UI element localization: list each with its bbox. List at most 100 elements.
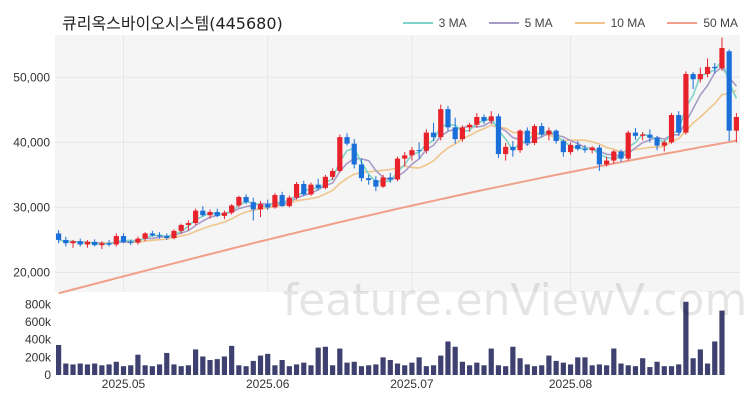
volume-bar bbox=[488, 348, 494, 375]
volume-bar bbox=[668, 366, 675, 375]
candle-body bbox=[164, 236, 170, 238]
volume-bar bbox=[459, 361, 465, 375]
date-tick-label: 2025.08 bbox=[549, 377, 593, 391]
candle-body bbox=[719, 48, 725, 69]
candle-body bbox=[207, 211, 213, 216]
volume-bar bbox=[676, 364, 682, 375]
legend: 3 MA 5 MA 10 MA 50 MA bbox=[402, 16, 738, 30]
volume-bar bbox=[553, 360, 559, 375]
candle-body bbox=[632, 132, 639, 136]
volume-bar bbox=[394, 363, 401, 375]
candle-body bbox=[373, 180, 379, 187]
candle-body bbox=[611, 151, 617, 161]
volume-bar bbox=[661, 366, 667, 375]
candle-body bbox=[676, 115, 682, 133]
volume-bar bbox=[351, 361, 357, 375]
candle-body bbox=[193, 210, 199, 224]
volume-bar bbox=[539, 365, 545, 375]
candle-body bbox=[647, 134, 653, 138]
candle-body bbox=[387, 177, 393, 180]
candle-body bbox=[654, 137, 660, 146]
volume-bar bbox=[647, 367, 653, 375]
volume-bar bbox=[524, 364, 530, 375]
volume-bar bbox=[149, 366, 155, 375]
date-tick-label: 2025.06 bbox=[246, 377, 290, 391]
volume-bar bbox=[293, 364, 300, 375]
candle-body bbox=[430, 132, 437, 138]
candle-body bbox=[553, 130, 559, 142]
volume-bar bbox=[330, 365, 336, 375]
candle-body bbox=[185, 223, 191, 225]
candle-body bbox=[690, 74, 696, 80]
candle-body bbox=[380, 177, 386, 187]
volume-bar bbox=[589, 365, 595, 375]
volume-bar bbox=[84, 364, 91, 375]
volume-bar bbox=[474, 362, 480, 375]
candle-body bbox=[560, 141, 566, 153]
volume-tick-label: 200k bbox=[25, 350, 52, 364]
candle-body bbox=[510, 146, 516, 151]
candle-body bbox=[409, 150, 415, 156]
volume-bar bbox=[640, 358, 646, 375]
candle-body bbox=[704, 66, 711, 75]
volume-bar bbox=[517, 358, 523, 375]
candle-body bbox=[236, 197, 242, 206]
candle-body bbox=[84, 241, 91, 245]
legend-label: 3 MA bbox=[438, 16, 467, 30]
candle-body bbox=[301, 183, 307, 195]
candle-body bbox=[625, 132, 631, 159]
volume-bar bbox=[582, 357, 588, 375]
candle-body bbox=[445, 109, 451, 128]
volume-bar bbox=[322, 346, 328, 375]
candle-body bbox=[315, 184, 321, 188]
candle-body bbox=[531, 126, 538, 144]
volume-bar bbox=[503, 366, 509, 375]
candle-body bbox=[63, 239, 69, 244]
legend-swatch bbox=[667, 22, 698, 24]
candle-body bbox=[106, 243, 112, 245]
candle-body bbox=[279, 195, 285, 207]
volume-bar bbox=[178, 366, 184, 375]
volume-bar bbox=[380, 357, 386, 375]
volume-bar bbox=[63, 363, 69, 375]
volume-bar bbox=[567, 364, 574, 375]
candle-body bbox=[575, 144, 581, 149]
candle-body bbox=[567, 144, 574, 153]
volume-bar bbox=[430, 365, 437, 375]
volume-bar bbox=[423, 366, 429, 375]
candle-body bbox=[77, 241, 83, 245]
volume-bar bbox=[207, 360, 213, 375]
volume-bar bbox=[286, 366, 292, 375]
volume-bar bbox=[221, 356, 228, 375]
candle-body bbox=[286, 197, 292, 207]
candle-body bbox=[423, 132, 429, 151]
candle-body bbox=[438, 109, 444, 138]
candle-body bbox=[394, 158, 401, 180]
volume-bar bbox=[164, 352, 170, 375]
volume-bar bbox=[654, 361, 660, 375]
legend-swatch bbox=[402, 22, 433, 24]
candle-body bbox=[120, 236, 127, 242]
candle-body bbox=[416, 150, 422, 152]
volume-bar bbox=[625, 365, 631, 375]
volume-bar bbox=[560, 362, 566, 375]
volume-bar bbox=[366, 365, 372, 375]
candle-body bbox=[70, 241, 76, 244]
candle-body bbox=[481, 116, 487, 121]
volume-bar bbox=[416, 357, 422, 375]
candle-body bbox=[524, 130, 530, 144]
volume-bar bbox=[481, 365, 487, 375]
legend-swatch bbox=[488, 22, 519, 24]
candle-body bbox=[459, 127, 465, 140]
candle-body bbox=[726, 51, 732, 131]
volume-bar bbox=[171, 364, 177, 375]
volume-bar bbox=[70, 364, 76, 375]
candle-body bbox=[265, 204, 271, 208]
candle-body bbox=[257, 204, 264, 210]
volume-bar bbox=[236, 365, 242, 375]
candle-body bbox=[683, 74, 689, 133]
candle-body bbox=[243, 197, 249, 203]
candle-body bbox=[308, 184, 314, 195]
candle-body bbox=[351, 143, 357, 165]
